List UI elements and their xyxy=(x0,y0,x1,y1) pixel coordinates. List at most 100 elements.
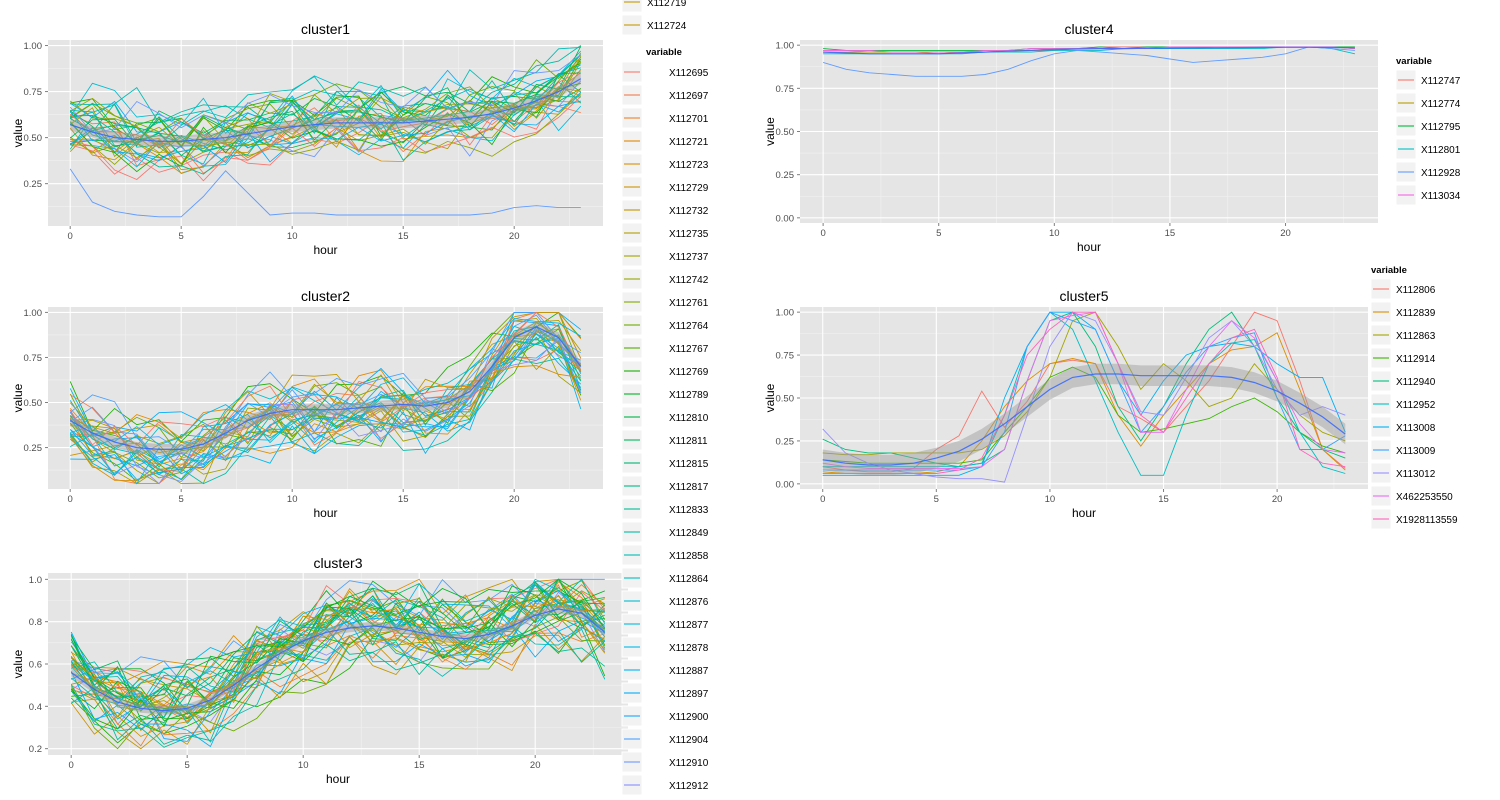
smooth-trend-line xyxy=(70,608,606,712)
legend-label: X112724 xyxy=(647,21,687,32)
x-tick-label: 5 xyxy=(936,228,941,239)
chart-title: cluster4 xyxy=(1064,21,1113,37)
chart-cluster1: 0 5 10 15 20 0.25 0.50 0.75 1.00 cluster1 hour valu… xyxy=(11,21,603,257)
series-line xyxy=(69,311,582,440)
series-line xyxy=(70,46,581,124)
series-line-X462253550 xyxy=(822,311,1346,469)
legend-label: X112719 xyxy=(647,0,687,9)
legend-label: X112940 xyxy=(1396,377,1436,388)
series-line xyxy=(70,578,606,703)
x-tick-label: 0 xyxy=(820,494,825,505)
y-tick-label: 0.75 xyxy=(776,351,795,362)
series-line xyxy=(70,594,606,718)
series-line xyxy=(69,311,582,443)
chart-title: cluster1 xyxy=(301,21,350,37)
series-line xyxy=(70,595,605,708)
legend-label: X112697 xyxy=(669,91,709,102)
series-line xyxy=(69,68,582,165)
y-tick-label: 0.00 xyxy=(776,213,795,224)
series-line xyxy=(71,593,606,719)
series-line xyxy=(70,623,605,737)
legend-label: X112897 xyxy=(669,689,709,700)
series-line xyxy=(69,50,582,135)
series-line xyxy=(69,311,582,452)
legend-title: variable xyxy=(646,47,682,58)
y-tick-label: 0.50 xyxy=(776,127,795,138)
y-tick-label: 0.50 xyxy=(24,398,43,409)
legend-variable-left: X112719 X112724 variable X112695 X112697 X112… xyxy=(621,0,709,796)
x-tick-label: 0 xyxy=(820,228,825,239)
x-tick-label: 20 xyxy=(530,760,541,771)
legend-label: X112817 xyxy=(669,482,709,493)
series-line xyxy=(69,72,581,148)
legend-label: X112723 xyxy=(669,160,709,171)
series-line xyxy=(70,72,582,175)
legend-label: X112833 xyxy=(669,505,709,516)
legend-label: X112735 xyxy=(669,229,709,240)
smooth-confidence-band xyxy=(70,73,581,147)
x-tick-label: 10 xyxy=(1049,228,1060,239)
series-line xyxy=(69,311,582,472)
legend-label: X112887 xyxy=(669,666,709,677)
series-line-X112928 xyxy=(822,46,1355,77)
series-line xyxy=(69,365,581,481)
y-axis-label: value xyxy=(11,118,25,147)
legend-label: X1928113559 xyxy=(1396,515,1458,526)
legend-label: X112849 xyxy=(669,528,709,539)
y-tick-label: 1.00 xyxy=(24,308,43,319)
series-line xyxy=(69,82,581,173)
series-lines xyxy=(70,578,606,750)
legend-label: X112910 xyxy=(669,758,709,769)
plot-background xyxy=(48,40,603,226)
x-tick-label: 5 xyxy=(185,760,190,771)
x-tick-label: 15 xyxy=(1165,228,1176,239)
legend-label: X112732 xyxy=(669,206,709,217)
series-line xyxy=(70,632,606,748)
series-line xyxy=(70,585,605,709)
series-line xyxy=(70,328,581,482)
series-lines xyxy=(69,45,582,218)
series-line xyxy=(69,317,582,446)
y-tick-label: 0.8 xyxy=(29,617,42,628)
legend-label: X112761 xyxy=(669,298,709,309)
series-line xyxy=(69,54,582,134)
legend-label: X113008 xyxy=(1396,423,1436,434)
series-line xyxy=(71,578,606,694)
legend-label: X112729 xyxy=(669,183,709,194)
y-axis-label: value xyxy=(763,117,777,146)
series-line xyxy=(70,578,605,698)
series-line xyxy=(70,578,606,719)
legend-label: X112810 xyxy=(669,413,709,424)
legend-label: X112811 xyxy=(669,436,708,447)
series-line xyxy=(70,81,582,165)
legend-variable-cluster5: variable X112806 X112839 X112863 X112914 X112… xyxy=(1370,265,1458,530)
legend-label: X113012 xyxy=(1396,469,1436,480)
legend-label: X112876 xyxy=(669,597,709,608)
legend-label: X112877 xyxy=(669,620,709,631)
series-line xyxy=(69,94,581,175)
series-line-X113009 xyxy=(822,311,1346,471)
legend-label: X112815 xyxy=(669,459,709,470)
legend-label: X112737 xyxy=(669,252,709,263)
x-tick-label: 5 xyxy=(179,494,184,505)
x-tick-label: 20 xyxy=(1280,228,1291,239)
series-line xyxy=(69,92,582,164)
legend-label: X112952 xyxy=(1396,400,1436,411)
y-tick-label: 0.2 xyxy=(29,744,42,755)
x-axis-label: hour xyxy=(326,772,350,786)
smooth-trend-line xyxy=(822,373,1346,466)
legend-label: X112858 xyxy=(669,551,709,562)
series-line xyxy=(69,326,582,467)
series-line xyxy=(70,603,605,706)
y-tick-label: 0.6 xyxy=(29,660,42,671)
series-line xyxy=(71,595,606,734)
legend-label: X112878 xyxy=(669,643,709,654)
y-tick-label: 0.50 xyxy=(776,394,795,405)
chart-cluster5: 0 5 10 15 20 0.00 0.25 0.50 0.75 1.00 cluster5 hour… xyxy=(763,288,1368,520)
chart-title: cluster2 xyxy=(301,288,350,304)
legend-label: X112764 xyxy=(669,321,709,332)
x-tick-label: 15 xyxy=(414,760,425,771)
series-line xyxy=(70,578,606,721)
y-tick-label: 0.25 xyxy=(24,179,43,190)
